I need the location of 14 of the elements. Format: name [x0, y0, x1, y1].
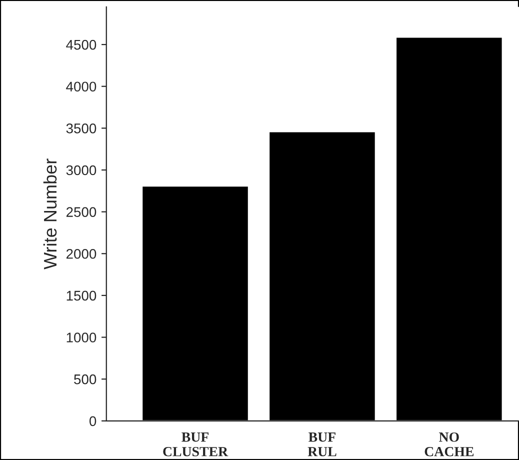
- y-tick-label: 0: [89, 416, 96, 426]
- y-tick-label: 2500: [66, 207, 96, 217]
- x-tick-label: BUF RUL: [308, 432, 336, 456]
- y-tick-label: 3500: [66, 124, 96, 134]
- y-tick-label: 500: [74, 374, 96, 384]
- x-tick-label: BUF CLUSTER: [163, 432, 228, 456]
- y-tick-label: 3000: [66, 165, 96, 176]
- y-tick-label: 4500: [66, 40, 96, 50]
- y-tick-label: 1500: [66, 290, 96, 301]
- y-tick-label: 2000: [66, 248, 96, 259]
- x-tick-label: NO CACHE: [424, 432, 474, 456]
- y-axis-title: Write Number: [43, 158, 57, 270]
- y-tick-label: 4000: [66, 82, 96, 92]
- y-tick-label: 1000: [66, 332, 96, 342]
